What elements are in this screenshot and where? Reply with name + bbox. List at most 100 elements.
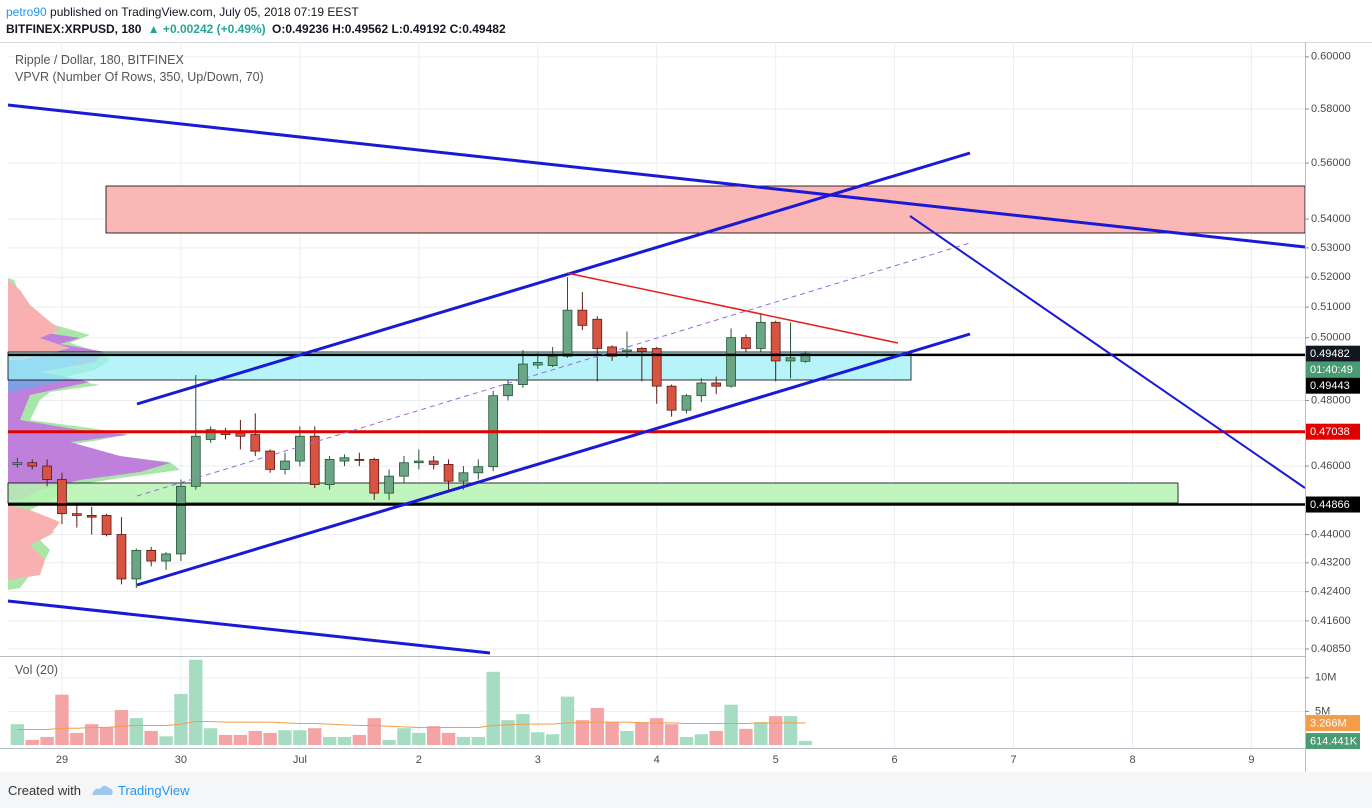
volume-bar (545, 734, 560, 745)
volume-bar (382, 739, 396, 745)
volume-bar (159, 736, 173, 745)
volume-last-label-bg (1306, 733, 1360, 750)
y-tick-label: 0.54000 (1311, 213, 1351, 225)
volume-bar (427, 726, 441, 745)
drawings (7, 103, 1306, 655)
candle-body (235, 432, 246, 437)
y-tick-label: 0.50000 (1311, 332, 1351, 344)
price-line-label-bg (1306, 496, 1360, 513)
volume-bar (456, 736, 471, 745)
volume-bar (203, 728, 218, 745)
volume-bar (278, 730, 292, 745)
volume-bar (783, 716, 798, 745)
l-label: L: (391, 22, 403, 36)
v-tick-label: 10M (1315, 672, 1336, 684)
volume-bar (70, 732, 84, 745)
o-label: O: (272, 22, 286, 36)
candle-body (190, 435, 201, 487)
candle-body (785, 357, 796, 362)
candle-body (681, 395, 692, 411)
candle-body (399, 462, 409, 477)
candle-body (101, 515, 112, 535)
candle-body (161, 553, 171, 562)
x-tick-label: 2 (416, 754, 422, 766)
vpvr (8, 278, 180, 590)
footer: Created with TradingView (0, 772, 1372, 808)
candle-body (57, 479, 67, 515)
volume-bar (441, 732, 456, 745)
ohlc-line: BITFINEX:XRPUSD, 180 ▲ +0.00242 (+0.49%)… (6, 22, 506, 36)
candle-body (666, 385, 677, 411)
logo-cloud (92, 785, 113, 795)
volume-bar (189, 659, 203, 745)
volume-bar (605, 722, 619, 745)
v-tick-label: 5M (1315, 705, 1330, 717)
candle-body (384, 475, 394, 494)
volume-bar (486, 671, 500, 745)
last-price-label-bg (1306, 345, 1360, 362)
candle-body (532, 362, 543, 366)
candle-body (726, 337, 736, 387)
trend-line (566, 272, 899, 344)
h-label: H: (332, 22, 345, 36)
indicator-title: VPVR (Number Of Rows, 350, Up/Down, 70) (15, 70, 264, 84)
trend-line (909, 215, 1306, 489)
candle-body (428, 460, 439, 465)
y-tick-label: 0.56000 (1311, 157, 1351, 169)
candle-body (250, 434, 261, 452)
publish-line: petro90 published on TradingView.com, Ju… (6, 5, 359, 19)
candle-body (547, 355, 558, 367)
volume-bar (25, 739, 39, 745)
price-line-label: 0.44866 (1310, 499, 1350, 511)
volume-bar (471, 736, 485, 745)
volume-ma-label-bg (1306, 715, 1360, 732)
chart: 29 30 Jul 2 3 4 5 6 7 8 9 0.60000 0.58000 0.56000 0.54… (0, 42, 1372, 772)
volume-bar (337, 736, 352, 745)
candle-body (205, 429, 216, 440)
h-value: 0.49562 (344, 22, 389, 36)
candle-body (309, 435, 320, 485)
vpvr-down (8, 280, 70, 360)
volume-bar (248, 730, 262, 745)
volume-bar (293, 730, 307, 745)
vpvr-down (8, 505, 60, 580)
x-tick-label: 7 (1011, 754, 1017, 766)
y-tick-label: 0.40850 (1311, 643, 1351, 655)
volume-bar (560, 696, 575, 745)
author[interactable]: petro90 (6, 5, 47, 19)
x-tick-label: 3 (535, 754, 541, 766)
y-tick-label: 0.46000 (1311, 460, 1351, 472)
c-label: C: (449, 22, 463, 36)
brand[interactable]: TradingView (118, 783, 190, 798)
y-tick-label: 0.42400 (1311, 585, 1351, 597)
candle-body (636, 348, 647, 352)
trend-line (7, 599, 491, 655)
vpvr-volume (8, 330, 170, 500)
volume-bar (40, 736, 54, 745)
volume-bar (650, 718, 664, 745)
support-zone (7, 351, 912, 381)
volume-bar (85, 724, 99, 745)
candle-body (71, 513, 82, 516)
candle-body (369, 458, 380, 494)
volume-bar (233, 734, 248, 745)
volume-bar (516, 714, 530, 745)
x-tick-label: 8 (1129, 754, 1135, 766)
price-line-label-bg (1306, 377, 1360, 394)
candle-body (711, 382, 722, 387)
volume-bar (114, 710, 129, 745)
y-tick-label: 0.58000 (1311, 103, 1351, 115)
candle-body (755, 321, 766, 349)
header: petro90 published on TradingView.com, Ju… (0, 0, 1372, 42)
candle-body (577, 309, 588, 326)
candle-body (770, 321, 781, 362)
candle-body (562, 309, 573, 357)
volume-bar (709, 730, 723, 745)
candle-body (27, 462, 38, 467)
price-line-label-bg (1306, 423, 1360, 440)
candle-body (592, 318, 603, 349)
x-tick-label: 4 (654, 754, 660, 766)
created-with: Created with (8, 783, 81, 798)
volume-bar (664, 724, 679, 745)
